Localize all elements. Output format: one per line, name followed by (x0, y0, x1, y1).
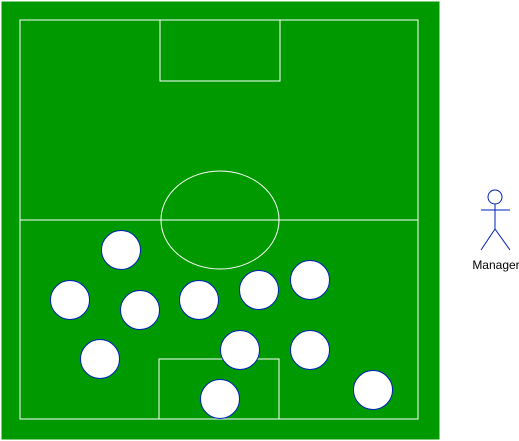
player-marker[interactable] (290, 260, 330, 300)
player-marker[interactable] (220, 330, 260, 370)
player-marker[interactable] (80, 339, 120, 379)
top-penalty-box (159, 19, 281, 82)
player-marker[interactable] (353, 370, 393, 410)
manager-label: Manager (472, 258, 519, 272)
manager-stick-figure-icon[interactable] (480, 189, 511, 251)
player-marker[interactable] (179, 280, 219, 320)
player-marker[interactable] (239, 270, 279, 310)
players (50, 230, 393, 419)
player-marker[interactable] (200, 379, 240, 419)
center-circle (160, 170, 280, 270)
player-marker[interactable] (290, 330, 330, 370)
player-marker[interactable] (50, 280, 90, 320)
player-marker[interactable] (120, 290, 160, 330)
player-marker[interactable] (101, 230, 141, 270)
bottom-penalty-box (158, 358, 280, 420)
